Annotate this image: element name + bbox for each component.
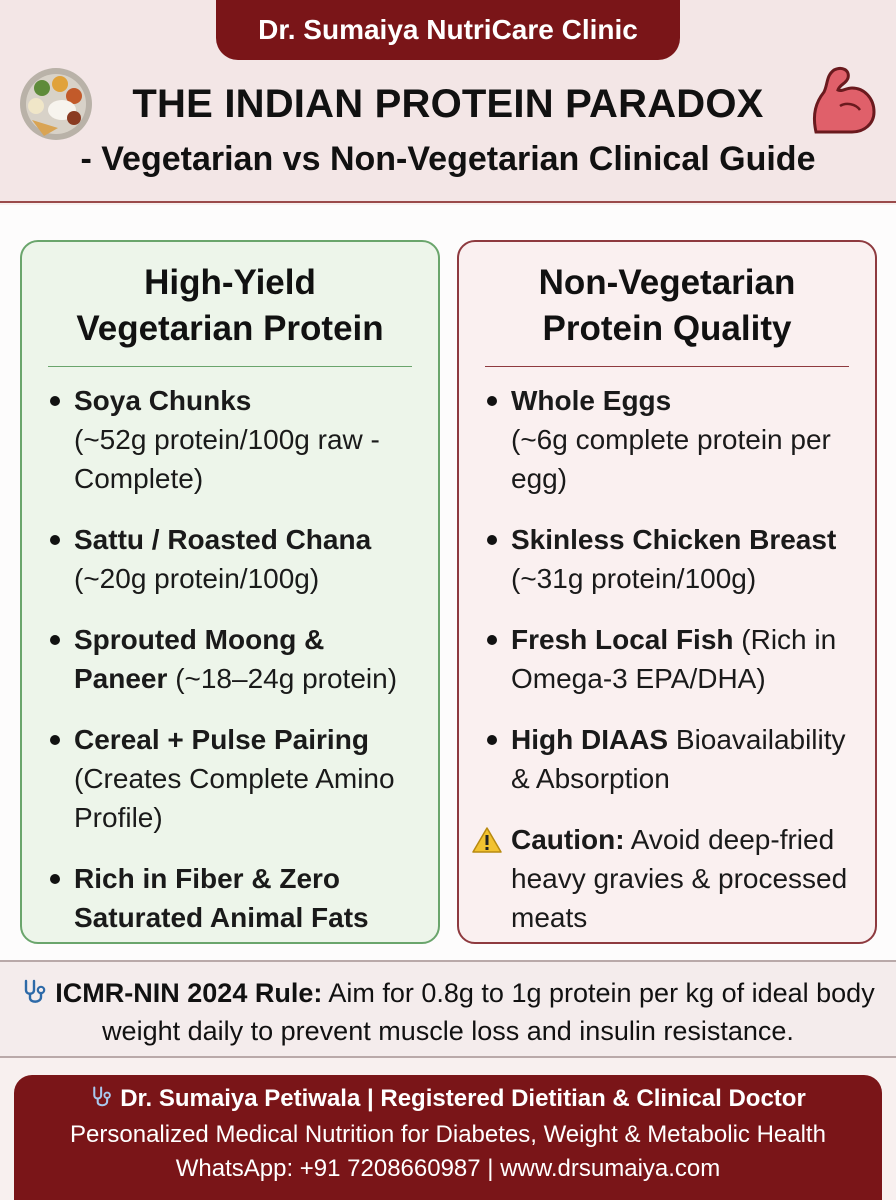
caution-text: Avoid deep-fried heavy gravies & process… xyxy=(511,824,848,933)
item-label: Soya Chunks xyxy=(74,385,252,416)
item-label: Fresh Local Fish xyxy=(511,624,734,655)
item-label: Sattu / Roasted Chana xyxy=(74,524,372,555)
clinic-name: Dr. Sumaiya NutriCare Clinic xyxy=(258,14,638,45)
list-item: Fresh Local Fish (Rich in Omega-3 EPA/DH… xyxy=(481,620,853,698)
rule-text: Aim for 0.8g to 1g protein per kg of ide… xyxy=(102,978,875,1046)
item-detail: (Rich in Omega-3 EPA/DHA) xyxy=(511,624,837,694)
page-subtitle: - Vegetarian vs Non-Vegetarian Clinical … xyxy=(80,140,816,178)
footer-tagline: Personalized Medical Nutrition for Diabe… xyxy=(70,1121,826,1148)
item-label: Sprouted Moong & Paneer xyxy=(74,624,325,694)
bullet-icon xyxy=(50,396,60,406)
rule-label: ICMR-NIN 2024 Rule: xyxy=(55,978,323,1008)
divider xyxy=(485,366,849,367)
list-item: Whole Eggs (~6g complete protein per egg) xyxy=(481,381,853,498)
item-label: High DIAAS xyxy=(511,724,669,755)
bullet-icon xyxy=(50,635,60,645)
thali-plate-icon xyxy=(20,68,92,140)
list-item: Cereal + Pulse Pairing (Creates Complete … xyxy=(44,720,416,837)
caution-item: Caution: Avoid deep-fried heavy gravies … xyxy=(472,820,853,937)
page-title: THE INDIAN PROTEIN PARADOX xyxy=(132,82,764,126)
warning-icon xyxy=(472,827,502,853)
vegetarian-protein-card: High-Yield Vegetarian Protein Soya Chunk… xyxy=(20,240,440,944)
item-label: Cereal + Pulse Pairing xyxy=(74,724,369,755)
bullet-icon xyxy=(487,396,497,406)
list-item: Skinless Chicken Breast (~31g protein/100… xyxy=(481,520,853,598)
item-detail: (~20g protein/100g) xyxy=(74,563,320,594)
footer-doctor-line: Dr. Sumaiya Petiwala | Registered Dietit… xyxy=(14,1080,882,1118)
bullet-icon xyxy=(50,874,60,884)
vegetarian-card-title: High-Yield Vegetarian Protein xyxy=(76,263,384,348)
item-detail: (Creates Complete Amino Profile) xyxy=(74,763,395,833)
item-detail: (~18–24g protein) xyxy=(175,663,398,694)
item-detail: (~6g complete protein per egg) xyxy=(511,424,831,494)
caution-label: Caution: xyxy=(511,824,625,855)
list-item: Rich in Fiber & Zero Saturated Animal Fa… xyxy=(44,859,416,937)
list-item: Sprouted Moong & Paneer (~18–24g protein… xyxy=(44,620,416,698)
bullet-icon xyxy=(50,535,60,545)
item-label: Skinless Chicken Breast xyxy=(511,524,837,555)
item-detail: Bioavailability & Absorption xyxy=(511,724,846,794)
bullet-icon xyxy=(487,535,497,545)
flexed-bicep-icon xyxy=(812,66,876,134)
bullet-icon xyxy=(487,735,497,745)
bullet-icon xyxy=(50,735,60,745)
vegetarian-item-list: Soya Chunks (~52g protein/100g raw - Comp… xyxy=(44,381,416,937)
list-item: Sattu / Roasted Chana (~20g protein/100g) xyxy=(44,520,416,598)
item-detail: (~31g protein/100g) xyxy=(511,563,757,594)
nonvegetarian-item-list: Whole Eggs (~6g complete protein per egg)… xyxy=(472,381,853,937)
bullet-icon xyxy=(487,635,497,645)
footer-contact: WhatsApp: +91 7208660987 | www.drsumaiya… xyxy=(175,1155,721,1182)
icmr-rule-band: ICMR-NIN 2024 Rule: Aim for 0.8g to 1g p… xyxy=(0,960,896,1058)
stethoscope-icon xyxy=(93,1086,112,1107)
stethoscope-icon xyxy=(25,979,46,1003)
nonvegetarian-protein-card: Non-Vegetarian Protein Quality Whole Egg… xyxy=(457,240,877,944)
footer-banner: Dr. Sumaiya Petiwala | Registered Dietit… xyxy=(14,1075,882,1200)
doctor-credentials: Dr. Sumaiya Petiwala | Registered Dietit… xyxy=(120,1085,806,1112)
item-label: Rich in Fiber & Zero Saturated Animal Fa… xyxy=(74,863,369,933)
list-item: Soya Chunks (~52g protein/100g raw - Comp… xyxy=(44,381,416,498)
divider xyxy=(48,366,412,367)
nonvegetarian-card-title: Non-Vegetarian Protein Quality xyxy=(538,263,796,348)
list-item: High DIAAS Bioavailability & Absorption xyxy=(481,720,853,798)
item-detail: (~52g protein/100g raw - Complete) xyxy=(74,424,380,494)
item-label: Whole Eggs xyxy=(511,385,672,416)
clinic-name-tab: Dr. Sumaiya NutriCare Clinic xyxy=(216,0,680,60)
